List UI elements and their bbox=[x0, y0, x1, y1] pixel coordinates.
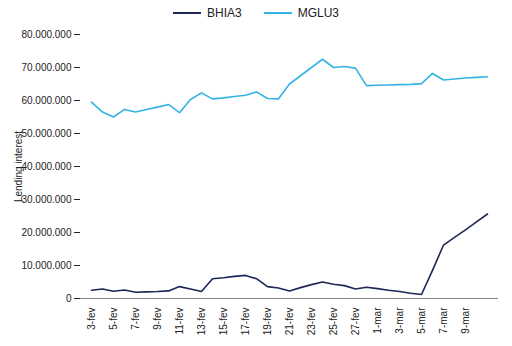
svg-text:27-fev: 27-fev bbox=[350, 308, 361, 336]
svg-text:40.000.000: 40.000.000 bbox=[21, 161, 71, 172]
svg-text:21-fev: 21-fev bbox=[284, 308, 295, 336]
svg-text:3-fev: 3-fev bbox=[86, 308, 97, 330]
svg-text:60.000.000: 60.000.000 bbox=[21, 95, 71, 106]
svg-text:30.000.000: 30.000.000 bbox=[21, 194, 71, 205]
svg-text:11-fev: 11-fev bbox=[174, 308, 185, 335]
svg-text:9-fev: 9-fev bbox=[152, 308, 163, 330]
svg-text:7-fev: 7-fev bbox=[130, 308, 141, 330]
svg-text:50.000.000: 50.000.000 bbox=[21, 128, 71, 139]
svg-text:25-fev: 25-fev bbox=[328, 308, 339, 336]
svg-text:13-fev: 13-fev bbox=[196, 308, 207, 336]
svg-text:80.000.000: 80.000.000 bbox=[21, 29, 71, 40]
html-text:BHIA3: BHIA3 bbox=[207, 6, 242, 20]
svg-text:7-mar: 7-mar bbox=[438, 307, 449, 334]
svg-text:70.000.000: 70.000.000 bbox=[21, 62, 71, 73]
svg-text:5-mar: 5-mar bbox=[416, 307, 427, 334]
svg-text:0: 0 bbox=[66, 293, 72, 304]
svg-text:20.000.000: 20.000.000 bbox=[21, 227, 71, 238]
svg-text:10.000.000: 10.000.000 bbox=[21, 260, 71, 271]
svg-text:1-mar: 1-mar bbox=[372, 307, 383, 334]
svg-text:3-mar: 3-mar bbox=[394, 307, 405, 334]
svg-text:23-fev: 23-fev bbox=[306, 308, 317, 336]
html-text:MGLU3: MGLU3 bbox=[297, 6, 339, 20]
svg-text:Lending interest: Lending interest bbox=[13, 131, 24, 202]
svg-text:15-fev: 15-fev bbox=[218, 308, 229, 336]
svg-text:9-mar: 9-mar bbox=[460, 307, 471, 334]
svg-text:19-fev: 19-fev bbox=[262, 308, 273, 336]
svg-text:5-fev: 5-fev bbox=[108, 308, 119, 330]
svg-text:17-fev: 17-fev bbox=[240, 308, 251, 336]
